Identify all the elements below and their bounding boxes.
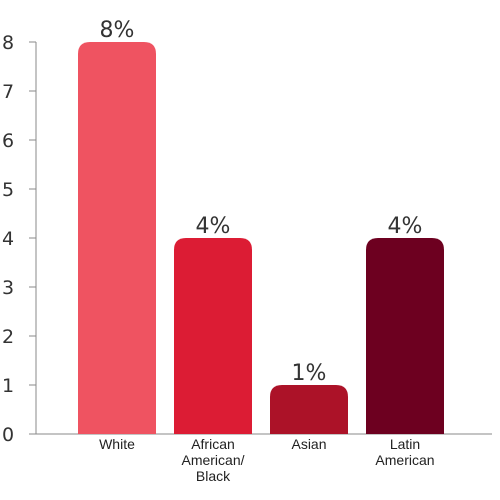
bar <box>78 42 156 434</box>
y-tick-label: 1 <box>2 375 14 397</box>
y-tick-label: 3 <box>2 277 14 299</box>
y-tick-label: 7 <box>2 81 14 103</box>
value-labels: 8% 4% 1% 4% <box>100 18 423 386</box>
x-tick-label: Black <box>196 468 231 484</box>
y-tick-label: 4 <box>2 228 14 250</box>
y-tick-label: 8 <box>2 32 14 54</box>
y-axis: 0 1 2 3 4 5 6 7 8 <box>2 32 37 446</box>
x-tick-label: African <box>191 436 235 452</box>
data-label: 4% <box>196 214 231 239</box>
x-tick-label: American <box>375 452 434 468</box>
bar <box>366 238 444 434</box>
bar <box>174 238 252 434</box>
y-tick-label: 0 <box>2 424 14 446</box>
data-label: 1% <box>292 361 327 386</box>
x-tick-label: American/ <box>181 452 244 468</box>
data-label: 4% <box>388 214 423 239</box>
x-tick-label: Asian <box>291 436 326 452</box>
y-tick-label: 5 <box>2 179 14 201</box>
x-tick-label: White <box>99 436 135 452</box>
y-tick-label: 6 <box>2 130 14 152</box>
y-tick-label: 2 <box>2 326 14 348</box>
bars <box>78 42 444 434</box>
bar <box>270 385 348 434</box>
data-label: 8% <box>100 18 135 43</box>
x-tick-label: Latin <box>390 436 420 452</box>
